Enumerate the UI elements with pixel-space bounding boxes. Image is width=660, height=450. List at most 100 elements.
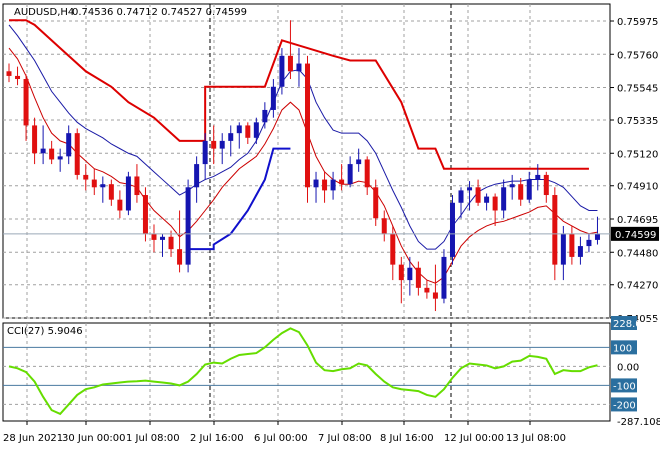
cci-tick-label: -287.1086 <box>617 417 660 428</box>
y-tick-label: 0.74480 <box>617 248 658 259</box>
cci-level-tag <box>611 397 637 412</box>
y-tick-label: 0.75120 <box>617 149 658 160</box>
candle-bull <box>509 184 515 188</box>
cci-label: CCI(27) 5.9046 <box>7 326 83 337</box>
candle-bear <box>23 79 29 126</box>
cci-level-tag <box>611 378 637 393</box>
candle-bull <box>66 133 72 157</box>
ohlc-values: 0.74536 0.74712 0.74527 0.74599 <box>72 7 247 18</box>
candle-bear <box>552 195 558 265</box>
cci-pane <box>3 327 610 416</box>
y-tick-label: 0.75975 <box>617 17 658 28</box>
candle-bull <box>467 187 473 191</box>
cci-pane-frame <box>2 322 611 422</box>
candle-bear <box>245 125 251 138</box>
candle-bull <box>279 55 285 87</box>
cci-tick-label: 100 <box>613 343 632 354</box>
x-tick-label: 2 Jul 16:00 <box>190 433 244 444</box>
candle-bear <box>211 140 217 149</box>
candle-bull <box>125 176 131 211</box>
main-pane <box>3 19 610 312</box>
resistance-line <box>9 19 589 170</box>
candle-bear <box>74 133 80 175</box>
candle-bear <box>287 55 293 72</box>
x-tick-label: 8 Jul 16:00 <box>380 433 434 444</box>
candle-bull <box>449 202 455 257</box>
main-pane-frame <box>2 3 611 319</box>
x-tick-label: 6 Jul 00:00 <box>254 433 308 444</box>
axes: 0.75975 0.75760 0.75545 0.75335 0.75120 0.749… <box>3 17 660 444</box>
candle-bull <box>57 156 63 160</box>
y-tick-label: 0.74695 <box>617 215 658 226</box>
x-tick-label: 13 Jul 08:00 <box>506 433 566 444</box>
candle-bull <box>253 122 259 138</box>
candle-bear <box>569 233 575 257</box>
candle-bull <box>160 236 166 240</box>
candle-bear <box>134 176 140 196</box>
candle-bull <box>185 187 191 265</box>
candle-bear <box>381 218 387 234</box>
candle-bull <box>219 140 225 149</box>
candle-bull <box>586 239 592 247</box>
x-tick-label: 28 Jun 2021 <box>3 433 63 444</box>
candle-bear <box>117 199 123 211</box>
candle-bull <box>458 190 464 203</box>
candle-bull <box>356 159 362 165</box>
cci-level-tag <box>611 340 637 355</box>
candle-bear <box>168 236 174 250</box>
candle-bear <box>543 174 549 196</box>
candle-bull <box>501 187 507 211</box>
y-tick-label: 0.74270 <box>617 281 658 292</box>
candle-bear <box>49 148 55 160</box>
cci-level-tag <box>611 316 637 330</box>
candle-bear <box>492 196 498 211</box>
candle-bear <box>305 63 310 188</box>
current-price-label: 0.74599 <box>615 230 656 241</box>
candle-bull <box>40 148 46 154</box>
x-tick-label: 12 Jul 00:00 <box>444 433 504 444</box>
y-tick-label: 0.75545 <box>617 84 658 95</box>
cci-tick-label: -200 <box>613 400 636 411</box>
candle-bull <box>296 63 302 72</box>
candle-bear <box>390 233 396 265</box>
support-line <box>188 147 291 251</box>
moving-average-red <box>8 47 598 284</box>
x-tick-label: 7 Jul 08:00 <box>318 433 372 444</box>
candle-bull <box>441 256 447 299</box>
candle-bull <box>484 196 490 203</box>
y-tick-label: 0.75760 <box>617 50 658 61</box>
candle-bear <box>424 287 430 293</box>
candle-bull <box>560 233 566 265</box>
candle-bull <box>526 179 532 200</box>
candle-bull <box>194 164 200 188</box>
y-tick-label: 0.74910 <box>617 182 658 193</box>
candle-bear <box>415 267 421 288</box>
candle-bull <box>347 164 353 185</box>
candle-bull <box>535 174 541 180</box>
candle-bear <box>6 71 12 76</box>
candle-bear <box>339 179 345 185</box>
candle-bear <box>398 264 404 281</box>
y-tick-label: 0.74055 <box>617 314 658 325</box>
candle-bear <box>475 187 481 203</box>
candle-bear <box>373 187 379 219</box>
cci-tick-label: -100 <box>613 381 636 392</box>
candle-bull <box>100 184 106 188</box>
candle-bull <box>202 140 208 165</box>
x-tick-label: 30 Jun 00:00 <box>62 433 126 444</box>
candle-bull <box>594 233 600 240</box>
candle-bear <box>364 159 370 188</box>
candle-bear <box>518 184 524 200</box>
y-tick-label: 0.75335 <box>617 116 658 127</box>
cci-tick-label: 0.00 <box>617 362 639 373</box>
candle-bear <box>322 179 328 191</box>
candle-bull <box>407 267 413 281</box>
candle-bear <box>108 184 114 200</box>
candle-bear <box>91 179 97 188</box>
candle-bear <box>151 233 157 240</box>
candle-bull <box>270 86 276 110</box>
x-tick-label: 1 Jul 08:00 <box>126 433 180 444</box>
grid <box>2 3 611 422</box>
